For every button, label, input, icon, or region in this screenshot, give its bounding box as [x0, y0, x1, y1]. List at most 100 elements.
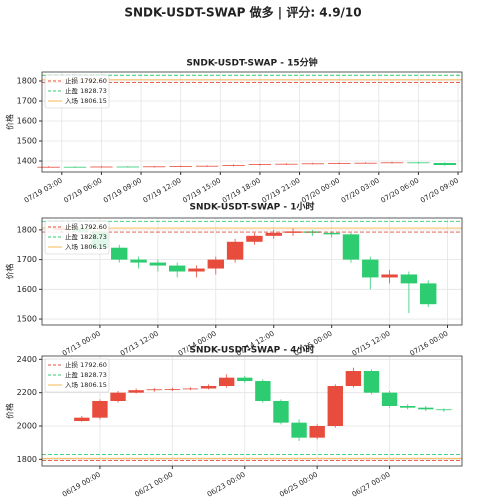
x-tick-label: 07/19 15:00	[181, 177, 222, 205]
candle-body	[164, 389, 181, 390]
y-tick-label: 1800	[17, 455, 37, 464]
candle-body	[275, 163, 298, 165]
x-tick-label: 07/20 00:00	[300, 177, 341, 205]
candle-body	[327, 163, 351, 164]
legend-label: 止损 1792.60	[65, 360, 107, 369]
candle-body	[90, 166, 113, 168]
candle-body	[301, 163, 324, 165]
candle-body	[128, 390, 144, 393]
y-tick-label: 1700	[17, 255, 37, 264]
candle-body	[207, 259, 224, 269]
candle-body	[168, 265, 186, 272]
candle-body	[246, 235, 263, 242]
x-tick-label: 07/20 09:00	[419, 177, 460, 205]
candle-body	[265, 232, 282, 236]
candle-body	[323, 232, 340, 235]
candle-body	[380, 162, 404, 164]
candle-body	[407, 162, 430, 164]
candle-body	[248, 164, 272, 165]
x-tick-label: 06/23 00:00	[206, 471, 247, 499]
candle-body	[237, 377, 253, 381]
legend-box	[44, 74, 110, 109]
legend-label: 入场 1806.15	[65, 380, 107, 389]
candle-body	[273, 401, 289, 423]
y-tick-label: 1500	[17, 137, 37, 146]
legend-box	[44, 220, 110, 255]
legend-label: 入场 1806.15	[65, 242, 107, 251]
candle-body	[436, 409, 452, 411]
y-tick-label: 1400	[17, 157, 37, 166]
candle-body	[291, 422, 307, 438]
candle-body	[345, 371, 362, 386]
candle-body	[381, 274, 398, 278]
y-tick-label: 1700	[17, 97, 37, 106]
candle-body	[146, 389, 162, 391]
x-tick-label: 07/13 00:00	[61, 330, 102, 358]
candle-body	[363, 371, 380, 393]
x-tick-label: 07/19 09:00	[102, 177, 143, 205]
x-tick-label: 06/19 00:00	[61, 471, 102, 499]
x-tick-label: 07/20 03:00	[340, 177, 381, 205]
candle-body	[284, 231, 302, 233]
plot-frame	[41, 71, 463, 173]
candle-body	[110, 392, 126, 401]
candle-body	[354, 162, 377, 164]
candle-body	[92, 401, 108, 418]
candle-body	[149, 262, 167, 266]
candle-body	[195, 165, 219, 167]
figure-title: SNDK-USDT-SWAP 做多 | 评分: 4.9/10	[124, 5, 361, 20]
legend-box	[44, 358, 110, 393]
x-tick-label: 07/19 03:00	[23, 177, 64, 205]
x-tick-label: 07/20 06:00	[380, 177, 421, 205]
y-tick-label: 1800	[17, 225, 37, 234]
candle-body	[226, 241, 244, 260]
y-tick-label: 1600	[17, 285, 37, 294]
x-tick-label: 07/13 12:00	[119, 330, 160, 358]
candle-body	[255, 381, 271, 401]
candle-body	[111, 247, 128, 260]
candle-body	[399, 406, 416, 408]
candle-body	[222, 165, 245, 166]
plot-frame	[41, 217, 463, 326]
y-tick-label: 2400	[17, 355, 37, 364]
candle-body	[63, 166, 87, 168]
candle-body	[327, 386, 343, 426]
candle-body	[381, 392, 398, 406]
candle-body	[342, 234, 360, 260]
legend-label: 止盈 1828.73	[65, 86, 107, 95]
x-tick-label: 07/19 21:00	[261, 177, 302, 205]
x-tick-label: 07/15 12:00	[351, 330, 392, 358]
x-tick-label: 06/27 00:00	[351, 471, 392, 499]
panel-title: SNDK-USDT-SWAP - 15分钟	[186, 57, 317, 69]
x-tick-label: 07/19 18:00	[221, 177, 262, 205]
panel-title: SNDK-USDT-SWAP - 4小时	[189, 344, 314, 356]
legend-label: 止损 1792.60	[65, 76, 107, 85]
candle-body	[200, 386, 217, 389]
candle-body	[188, 268, 205, 272]
x-tick-label: 06/25 00:00	[278, 471, 319, 499]
candle-body	[309, 426, 325, 438]
y-axis-label: 价格	[5, 114, 15, 130]
x-tick-label: 07/19 12:00	[142, 177, 183, 205]
candle-body	[169, 166, 192, 167]
candle-body	[116, 166, 140, 168]
candle-body	[74, 417, 90, 421]
y-tick-label: 2200	[17, 388, 37, 397]
panel-title: SNDK-USDT-SWAP - 1小时	[189, 201, 314, 213]
y-tick-label: 1500	[17, 315, 37, 324]
x-tick-label: 07/16 00:00	[409, 330, 450, 358]
legend-label: 止损 1792.60	[65, 222, 107, 231]
x-tick-label: 06/21 00:00	[133, 471, 174, 499]
legend-label: 入场 1806.15	[65, 96, 107, 105]
candle-body	[218, 377, 235, 386]
candle-body	[182, 388, 199, 390]
y-axis-label: 价格	[5, 403, 15, 419]
x-tick-label: 07/19 06:00	[63, 177, 104, 205]
candle-body	[418, 407, 434, 410]
candle-body	[143, 166, 166, 168]
legend-label: 止盈 1828.73	[65, 370, 107, 379]
